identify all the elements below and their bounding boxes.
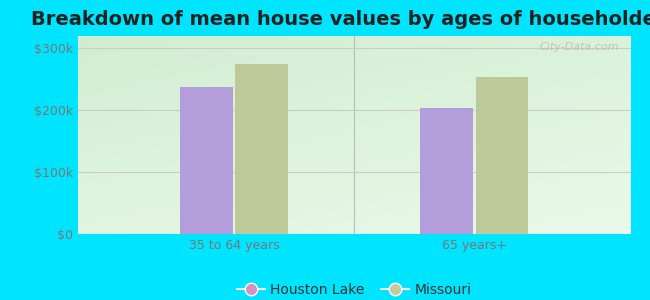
Bar xyxy=(476,77,528,234)
Bar xyxy=(235,64,288,234)
Text: City-Data.com: City-Data.com xyxy=(540,42,619,52)
Bar xyxy=(421,108,473,234)
Legend: Houston Lake, Missouri: Houston Lake, Missouri xyxy=(231,277,477,300)
Bar xyxy=(180,87,233,234)
Title: Breakdown of mean house values by ages of householders: Breakdown of mean house values by ages o… xyxy=(31,10,650,29)
